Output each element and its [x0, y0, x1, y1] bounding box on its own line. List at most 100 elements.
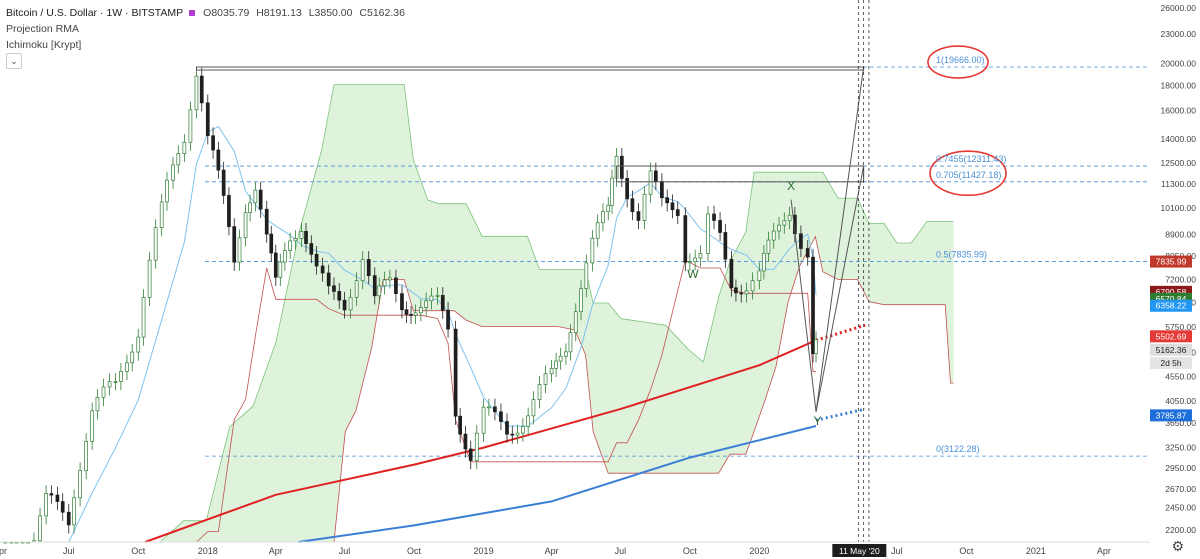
- candle-body: [309, 243, 314, 255]
- time-tick-label: 2021: [1026, 546, 1046, 556]
- candle-body: [601, 211, 605, 224]
- candle-body: [78, 470, 82, 499]
- candle-body: [463, 433, 468, 450]
- price-tick-label: 20000.00: [1161, 58, 1197, 68]
- candle-body: [283, 250, 287, 263]
- candle-body: [366, 259, 371, 277]
- candle-body: [221, 169, 226, 196]
- candle-body: [38, 515, 42, 542]
- price-tick-label: 3650.00: [1165, 418, 1196, 428]
- candle-body: [712, 213, 716, 221]
- time-tick-label: Jul: [63, 546, 75, 556]
- annotation-circle-top: [927, 45, 989, 79]
- chevron-down-icon[interactable]: ⌄: [6, 53, 22, 69]
- ichimoku-cloud: [137, 84, 954, 543]
- low-value: L3850.00: [308, 7, 353, 19]
- candle-body: [458, 415, 463, 435]
- candle-body: [188, 109, 193, 143]
- candle-body: [693, 257, 697, 263]
- candle-body: [304, 230, 308, 244]
- price-badge: [1150, 343, 1192, 356]
- candle-body: [787, 214, 792, 222]
- candle-body: [706, 213, 710, 254]
- candle-body: [642, 193, 647, 221]
- price-badge-label: 3785.87: [1156, 410, 1187, 420]
- price-badge: [1150, 330, 1192, 343]
- candle-body: [630, 198, 635, 212]
- candle-body: [320, 265, 325, 274]
- candle-body: [687, 261, 692, 264]
- candle-body: [558, 355, 563, 362]
- price-tick-label: 2670.00: [1165, 484, 1196, 494]
- candle-body: [660, 181, 664, 199]
- candle-body: [119, 371, 123, 382]
- price-axis: 2200.00 2450.00 2670.00 2950.00 3250.00 3650.…: [1150, 0, 1200, 559]
- ma-line-0: [144, 339, 817, 543]
- candle-body: [299, 230, 304, 239]
- candle-body: [590, 237, 595, 264]
- candle-body: [698, 253, 703, 259]
- symbol-title[interactable]: Bitcoin / U.S. Dollar · 1W · BITSTAMP: [6, 7, 184, 19]
- candle-body: [130, 351, 135, 364]
- candle-body: [648, 170, 653, 195]
- price-badge-label: 2d 5h: [1160, 358, 1182, 368]
- ma-line-1: [298, 425, 817, 543]
- candle-body: [531, 399, 536, 417]
- kumo-span-a: [137, 84, 954, 543]
- time-tick-label: Apr: [0, 546, 7, 556]
- candle-body: [314, 253, 319, 267]
- candle-body: [113, 381, 118, 383]
- candle-body: [739, 292, 744, 295]
- candle-body: [515, 432, 520, 436]
- candle-body: [147, 259, 152, 298]
- kumo-fill: [137, 84, 954, 542]
- price-badge-label: 6790.58: [1156, 287, 1187, 297]
- candle-body: [288, 240, 292, 251]
- time-tick-label: Apr: [545, 546, 559, 556]
- gear-icon[interactable]: ⚙: [1171, 538, 1184, 554]
- candle-body: [409, 314, 413, 316]
- price-tick-label: 14000.00: [1161, 134, 1197, 144]
- wave-label-W: W: [687, 267, 699, 281]
- price-tick-label: 26000.00: [1161, 3, 1197, 13]
- candle-body: [332, 285, 336, 292]
- candle-body: [568, 332, 573, 353]
- fib-label-1: 1(19666.00): [936, 55, 985, 65]
- time-tick-label: Apr: [1097, 546, 1111, 556]
- candle-body: [394, 277, 398, 294]
- candle-body: [584, 262, 589, 289]
- price-tick-label: 4050.00: [1165, 396, 1196, 406]
- indicator-lines: [0, 125, 866, 543]
- candle-body: [377, 285, 382, 297]
- candle-body: [293, 238, 298, 242]
- candle-body: [782, 220, 787, 226]
- time-tick-label: Oct: [959, 546, 974, 556]
- time-tick-label: Oct: [131, 546, 146, 556]
- candle-body: [72, 497, 76, 526]
- candle-body: [141, 297, 146, 338]
- candle-body: [537, 384, 542, 400]
- close-value: C5162.36: [359, 7, 405, 19]
- fib-label-0: 0(3122.28): [936, 444, 980, 454]
- candle-body: [424, 300, 428, 308]
- time-tick-label: Jul: [615, 546, 627, 556]
- candle-body: [419, 307, 423, 314]
- candle-body: [771, 230, 776, 241]
- candle-body: [84, 440, 88, 472]
- candle-body: [49, 493, 54, 496]
- ohlc-values: O8035.79 H8191.13 L3850.00 C5162.36: [203, 5, 409, 21]
- price-tick-label: 23000.00: [1161, 29, 1197, 39]
- indicator-ichimoku[interactable]: Ichimoku [Krypt]: [6, 39, 82, 51]
- candle-body: [404, 309, 409, 315]
- candle-body: [66, 511, 71, 526]
- candle-body: [762, 253, 766, 272]
- candle-body: [744, 290, 749, 295]
- indicator-projection-rma[interactable]: Projection RMA: [6, 23, 79, 35]
- candle-body: [165, 179, 169, 203]
- candle-body: [440, 295, 445, 311]
- candle-body: [101, 386, 106, 398]
- candle-body: [194, 75, 199, 111]
- color-square-icon: [189, 10, 196, 16]
- candle-body: [750, 280, 755, 292]
